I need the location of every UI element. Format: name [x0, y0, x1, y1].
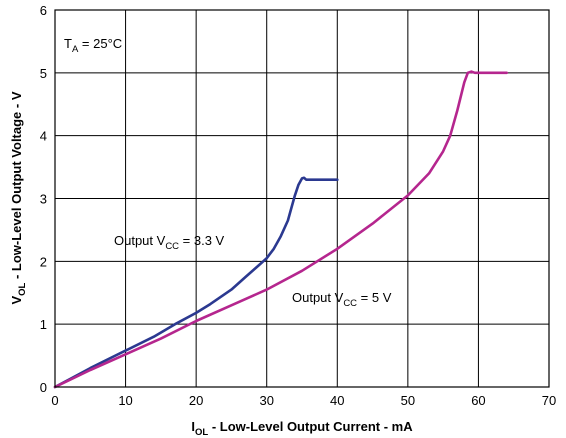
y-axis-label: VOL - Low-Level Output Voltage - V	[9, 91, 28, 304]
x-tick-label: 70	[542, 393, 556, 408]
annotation-series-3v3: Output VCC = 3.3 V	[114, 233, 225, 252]
y-tick-label: 6	[40, 3, 47, 18]
y-tick-label: 1	[40, 317, 47, 332]
series-line-0	[53, 176, 339, 389]
x-axis-label: IOL - Low-Level Output Current - mA	[191, 419, 413, 438]
y-tick-label: 5	[40, 66, 47, 81]
annotation-temperature: TA = 25°C	[64, 36, 122, 55]
plot-frame	[54, 9, 550, 388]
series-line-1	[53, 70, 509, 389]
x-tick-label: 30	[259, 393, 273, 408]
y-tick-label: 4	[40, 129, 47, 144]
y-tick-labels: 0 1 2 3 4 5 6	[40, 3, 47, 395]
annotation-series-5v: Output VCC = 5 V	[292, 290, 392, 309]
y-tick-label: 2	[40, 254, 47, 269]
x-tick-label: 50	[401, 393, 415, 408]
x-tick-label: 40	[330, 393, 344, 408]
x-tick-label: 60	[471, 393, 485, 408]
x-tick-labels: 0 10 20 30 40 50 60 70	[51, 393, 556, 408]
series-layer	[53, 70, 509, 389]
y-tick-label: 3	[40, 192, 47, 207]
x-tick-label: 0	[51, 393, 58, 408]
y-tick-label: 0	[40, 380, 47, 395]
x-tick-label: 20	[189, 393, 203, 408]
x-tick-label: 10	[118, 393, 132, 408]
